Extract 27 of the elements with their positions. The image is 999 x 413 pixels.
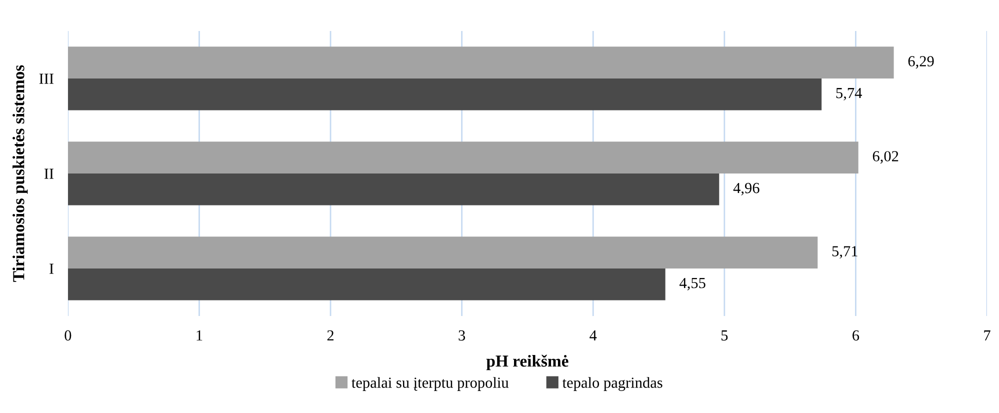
data-label: 5,71 xyxy=(832,246,858,259)
x-tick-label: 3 xyxy=(458,330,466,341)
bar xyxy=(68,268,666,300)
bar xyxy=(68,236,818,268)
bar xyxy=(68,173,720,206)
data-label: 4,55 xyxy=(680,278,706,290)
bar xyxy=(68,78,822,110)
y-tick-label: III xyxy=(39,74,54,84)
x-tick-label: 1 xyxy=(196,330,202,340)
x-tick-label: 4 xyxy=(590,330,597,340)
legend-label: tepalo pagrindas xyxy=(562,377,662,391)
y-axis-title: Tiriamosios puskietės sistemos xyxy=(12,65,28,282)
bar xyxy=(68,46,894,78)
x-tick-label: 5 xyxy=(721,330,728,341)
x-tick-label: 0 xyxy=(64,330,72,341)
data-label: 5,74 xyxy=(836,88,862,100)
data-label: 4,96 xyxy=(733,182,760,196)
y-tick-label: I xyxy=(50,264,54,274)
x-tick-label: 6 xyxy=(852,330,860,341)
x-tick-label: 2 xyxy=(327,330,334,340)
x-tick-label: 7 xyxy=(984,330,990,340)
data-label: 6,02 xyxy=(872,151,898,164)
legend-label: tepalai su įterptu propoliu xyxy=(352,377,509,391)
data-label: 6,29 xyxy=(908,56,934,69)
bar xyxy=(68,142,858,174)
y-tick-label: II xyxy=(44,168,54,179)
x-axis-title: pH reikšmė xyxy=(486,354,568,370)
